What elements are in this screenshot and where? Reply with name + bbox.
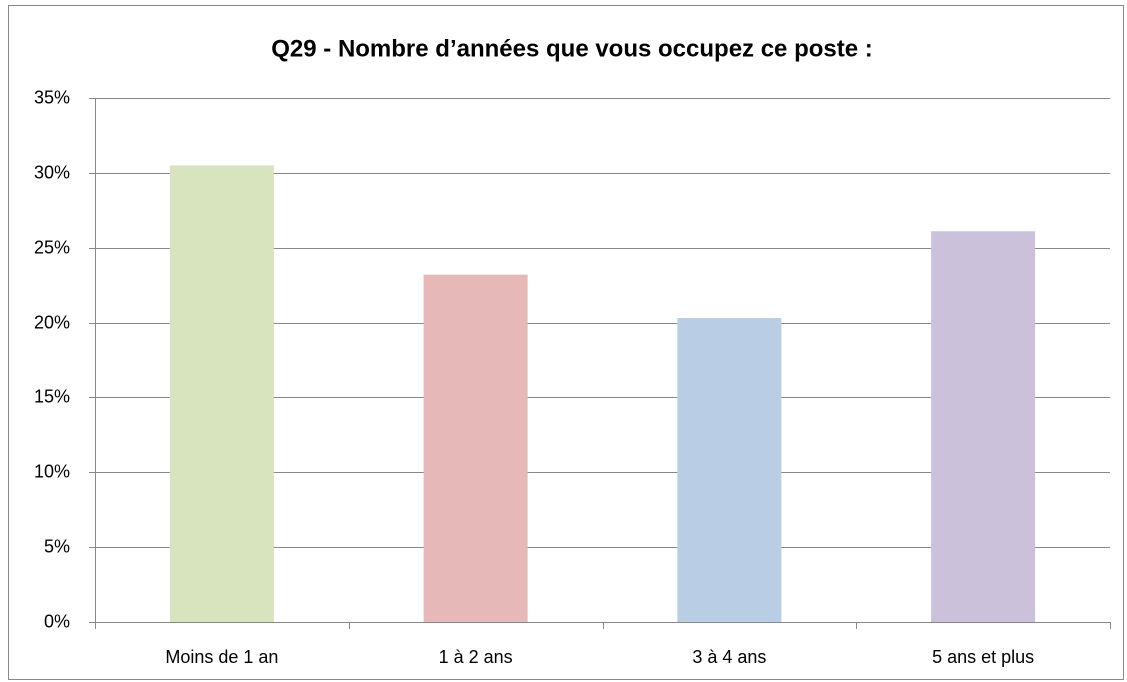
x-tick-label: 1 à 2 ans bbox=[439, 647, 513, 667]
y-tick-label: 10% bbox=[34, 461, 70, 481]
y-tick-label: 25% bbox=[34, 237, 70, 257]
y-tick-label: 20% bbox=[34, 312, 70, 332]
bar bbox=[423, 274, 528, 622]
y-tick-label: 15% bbox=[34, 386, 70, 406]
x-tick-label: 5 ans et plus bbox=[932, 647, 1034, 667]
x-tick-label: 3 à 4 ans bbox=[692, 647, 766, 667]
bar bbox=[169, 165, 274, 622]
y-tick-label: 35% bbox=[34, 87, 70, 107]
bar bbox=[931, 231, 1036, 622]
y-tick-label: 5% bbox=[44, 536, 70, 556]
x-tick-label: Moins de 1 an bbox=[165, 647, 278, 667]
bar bbox=[677, 318, 782, 622]
chart-title: Q29 - Nombre d’années que vous occupez c… bbox=[271, 35, 873, 62]
y-tick-label: 0% bbox=[44, 611, 70, 631]
y-tick-label: 30% bbox=[34, 162, 70, 182]
